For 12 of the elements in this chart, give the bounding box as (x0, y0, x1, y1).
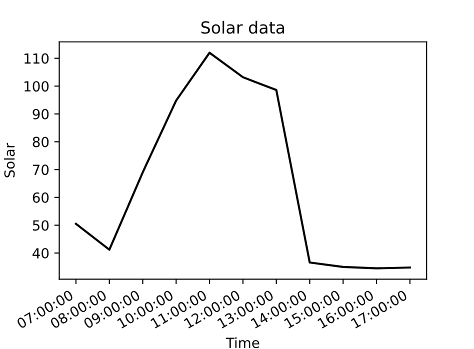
chart-title: Solar data (201, 20, 284, 34)
y-tick-label: 40 (32, 248, 49, 259)
y-tick-label: 70 (32, 164, 49, 176)
y-tick-label: 90 (32, 108, 49, 120)
y-tick-label: 80 (32, 136, 49, 148)
line-series (74, 52, 411, 270)
y-tick-label: 50 (32, 220, 49, 231)
x-axis-title: Time (226, 337, 260, 348)
y-tick-label: 110 (24, 53, 49, 64)
y-axis-title: Solar (4, 142, 15, 178)
y-tick-label: 60 (32, 192, 49, 203)
y-tick-label: 100 (24, 81, 49, 92)
